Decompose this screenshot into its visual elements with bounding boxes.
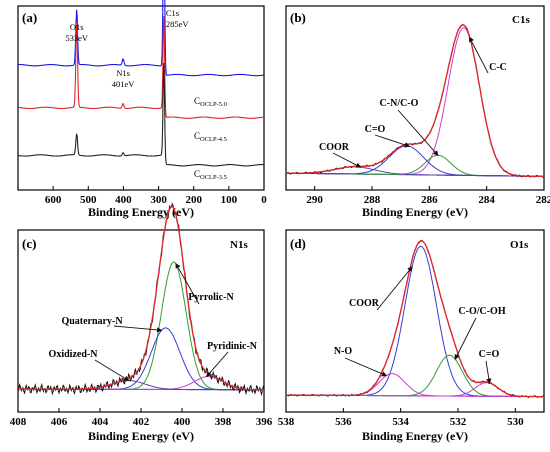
- peak-label-n1s: N1s: [116, 68, 130, 78]
- fitted-envelope-line: [286, 240, 544, 398]
- panel-a-label: (a): [22, 10, 37, 25]
- panel-b-x-ticks: 290 288 286 284 282: [306, 186, 550, 206]
- x-tick-label: 200: [185, 194, 202, 206]
- component-label: C-C: [489, 62, 507, 73]
- component-label: Pyrrolic-N: [188, 292, 234, 303]
- x-tick-label: 396: [256, 416, 273, 428]
- x-tick-label: 100: [221, 194, 238, 206]
- panel-b-title: C1s: [512, 14, 530, 26]
- annotation-arrow: [94, 359, 130, 382]
- series-label-oclp-4-5: COCLP-4.5: [194, 131, 227, 143]
- x-tick-label: 290: [306, 194, 323, 206]
- component-label: Oxidized-N: [49, 349, 99, 360]
- annotation-arrow: [469, 36, 489, 74]
- peak-label-c1s-energy: 285eV: [166, 19, 190, 29]
- component-peak-line: [286, 354, 544, 398]
- x-tick-label: 400: [174, 416, 191, 428]
- peak-label-o1s: O1s: [70, 22, 84, 32]
- peak-label-o1s-energy: 533eV: [65, 33, 89, 43]
- x-tick-label: 536: [335, 416, 352, 428]
- component-label: C-N/C-O: [380, 98, 419, 109]
- x-tick-label: 400: [115, 194, 132, 206]
- x-tick-label: 402: [133, 416, 150, 428]
- x-tick-label: 534: [392, 416, 409, 428]
- component-peak-line: [18, 261, 264, 391]
- component-label: C=O: [479, 349, 500, 360]
- annotation-arrow: [454, 317, 477, 360]
- survey-spectrum-line: [17, 62, 264, 167]
- series-label-oclp-3-5: COCLP-3.5: [194, 169, 227, 181]
- panel-c-title: N1s: [230, 239, 248, 251]
- x-tick-label: 300: [150, 194, 167, 206]
- x-tick-label: 408: [10, 416, 27, 428]
- annotation-arrow: [344, 357, 388, 377]
- panel-c-x-axis-label: Binding Energy (eV): [88, 429, 194, 443]
- panel-a-series: [17, 0, 265, 167]
- panel-d: (d) O1s 538 536 534 532 530 Binding Energy (…: [278, 229, 545, 443]
- annotation-arrow: [374, 134, 411, 148]
- component-label: COOR: [349, 298, 380, 309]
- annotation-arrow: [113, 325, 163, 333]
- x-tick-label: 284: [478, 194, 495, 206]
- panel-d-title: O1s: [510, 239, 529, 251]
- x-tick-label: 398: [215, 416, 232, 428]
- x-tick-label: 532: [450, 416, 467, 428]
- component-label: C=O: [365, 124, 386, 135]
- panel-c: (c) N1s 408 406 404 402 400 398 396 Binding En…: [10, 202, 273, 443]
- x-tick-label: 530: [507, 416, 524, 428]
- component-label: Pyridinic-N: [207, 341, 258, 352]
- x-tick-label: 538: [278, 416, 295, 428]
- survey-spectrum-line: [17, 0, 265, 77]
- panel-d-x-ticks: 538 536 534 532 530: [278, 408, 524, 428]
- component-label: N-O: [334, 346, 353, 357]
- x-tick-label: 500: [80, 194, 97, 206]
- annotation-arrow: [397, 109, 439, 156]
- peak-label-c1s: C1s: [166, 8, 179, 18]
- annotation-arrow: [376, 266, 413, 311]
- x-tick-label: 600: [45, 194, 62, 206]
- annotation-arrow: [206, 351, 229, 378]
- annotation-arrow: [332, 152, 362, 168]
- component-label: COOR: [319, 142, 350, 153]
- panel-b-frame: [285, 5, 545, 191]
- annotation-arrow: [175, 262, 200, 305]
- panel-d-x-axis-label: Binding Energy (eV): [362, 429, 468, 443]
- panel-c-x-ticks: 408 406 404 402 400 398 396: [10, 408, 273, 428]
- panel-d-curves: [285, 239, 545, 398]
- annotation-arrow: [485, 360, 492, 384]
- panel-a-x-ticks: 600 500 400 300 200 100 0: [45, 186, 267, 206]
- x-tick-label: 0: [261, 194, 267, 206]
- raw-spectrum-line: [17, 202, 265, 397]
- x-tick-label: 282: [536, 194, 550, 206]
- x-tick-label: 404: [92, 416, 109, 428]
- x-tick-label: 406: [51, 416, 68, 428]
- panel-b-x-axis-label: Binding Energy (eV): [362, 205, 468, 219]
- panel-b-curves: [285, 24, 545, 178]
- survey-spectrum-line: [18, 15, 265, 119]
- raw-spectrum-line: [285, 239, 545, 398]
- panel-c-annotations: Pyrrolic-N Quaternary-N Pyridinic-N Oxidize…: [49, 262, 258, 382]
- series-label-oclp-5-0: COCLP-5.0: [194, 96, 227, 108]
- component-peak-line: [286, 245, 544, 398]
- component-label: C-O/C-OH: [458, 306, 505, 317]
- x-tick-label: 286: [421, 194, 438, 206]
- panel-c-curves: [17, 202, 265, 397]
- x-tick-label: 288: [364, 194, 381, 206]
- panel-a: (a) 600 500 400 300 200 100 0 Binding Energy (…: [17, 0, 267, 219]
- panel-d-frame: [285, 229, 545, 413]
- component-label: Quaternary-N: [61, 316, 123, 327]
- panel-d-label: (d): [290, 236, 306, 251]
- panel-c-label: (c): [22, 236, 36, 251]
- panel-b: (b) C1s 290 288 286 284 282 Binding Energy (…: [285, 5, 550, 219]
- panel-b-label: (b): [290, 10, 306, 25]
- fitted-envelope-line: [18, 206, 264, 391]
- peak-label-n1s-energy: 401eV: [112, 79, 136, 89]
- fitted-envelope-line: [286, 24, 544, 178]
- panel-d-annotations: COOR C-O/C-OH N-O C=O: [334, 266, 506, 384]
- panel-a-frame: [17, 5, 265, 191]
- panel-b-annotations: C-C C-N/C-O C=O COOR: [319, 36, 507, 168]
- panel-a-x-axis-label: Binding Energy (eV): [88, 205, 194, 219]
